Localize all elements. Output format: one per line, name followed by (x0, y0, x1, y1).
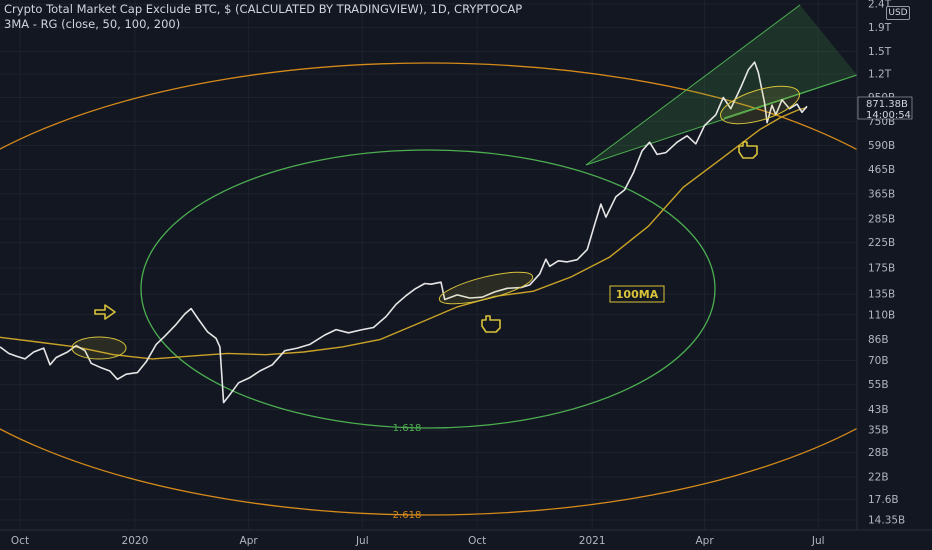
last-price-label: 871.38B (866, 99, 908, 110)
hand-pointer-icon[interactable] (94, 304, 116, 320)
y-tick-label: 175B (868, 262, 895, 274)
y-tick-label: 1.5T (868, 46, 892, 58)
y-tick-label: 465B (868, 164, 895, 176)
y-tick-label: 2.4T (868, 0, 892, 11)
price-axis[interactable]: 2.4T1.9T1.5T1.2T950B750B590B465B365B285B… (868, 0, 905, 527)
x-tick-label: Apr (240, 535, 259, 547)
x-tick-label: Jul (811, 535, 825, 547)
hand-pointer-icon[interactable] (738, 141, 758, 159)
y-tick-label: 43B (868, 404, 889, 416)
y-tick-label: 86B (868, 334, 889, 346)
highlight-ellipse-3[interactable] (716, 79, 803, 132)
fib-label-1618: 1.618 (393, 423, 422, 434)
price-line[interactable] (0, 61, 808, 404)
highlight-layer[interactable] (71, 79, 804, 360)
y-tick-label: 1.2T (868, 68, 892, 80)
y-tick-label: 285B (868, 213, 895, 225)
trend-fan-upper-line[interactable] (585, 4, 801, 166)
y-tick-label: 14.35B (868, 515, 905, 527)
x-tick-label: Jul (355, 535, 369, 547)
trend-support-line[interactable] (723, 74, 857, 119)
y-tick-label: 590B (868, 140, 895, 152)
y-tick-label: 17.6B (868, 494, 899, 506)
y-tick-label: 1.9T (868, 22, 892, 34)
y-tick-label: 70B (868, 355, 889, 367)
currency-badge[interactable]: USD (886, 6, 910, 20)
fib-circle-2618[interactable] (0, 62, 932, 516)
fib-label-2618: 2.618 (393, 510, 422, 521)
y-tick-label: 55B (868, 379, 889, 391)
x-tick-label: Oct (468, 535, 486, 547)
y-tick-label: 28B (868, 447, 889, 459)
y-tick-label: 225B (868, 237, 895, 249)
x-tick-label: 2020 (122, 535, 149, 547)
y-tick-label: 35B (868, 425, 889, 437)
highlight-ellipse-1[interactable] (71, 336, 127, 360)
x-tick-label: Apr (696, 535, 715, 547)
y-tick-label: 135B (868, 289, 895, 301)
chart-title: Crypto Total Market Cap Exclude BTC, $ (… (4, 2, 523, 16)
moving-average-line[interactable] (0, 106, 808, 360)
grid-lines (0, 0, 857, 530)
x-tick-label: Oct (11, 535, 29, 547)
countdown-label: 14:00:54 (866, 110, 911, 121)
time-axis[interactable]: Oct 2020 Apr Jul Oct 2021 Apr Jul (11, 535, 825, 547)
drawing-layer[interactable] (0, 4, 932, 516)
last-price-marker: 871.38B 14:00:54 (857, 96, 913, 121)
x-tick-label: 2021 (579, 535, 606, 547)
annotation-label-100ma: 100MA (616, 288, 659, 301)
hand-pointer-icon[interactable] (481, 315, 501, 333)
y-tick-label: 365B (868, 188, 895, 200)
annotation-box-100ma[interactable] (609, 285, 665, 303)
highlight-ellipse-2[interactable] (437, 266, 535, 311)
indicator-legend[interactable]: 3MA - RG (close, 50, 100, 200) (4, 17, 181, 31)
trend-fan-fill[interactable] (586, 5, 857, 165)
fib-circle-1618[interactable] (140, 149, 716, 429)
y-tick-label: 22B (868, 471, 889, 483)
y-tick-label: 110B (868, 309, 895, 321)
